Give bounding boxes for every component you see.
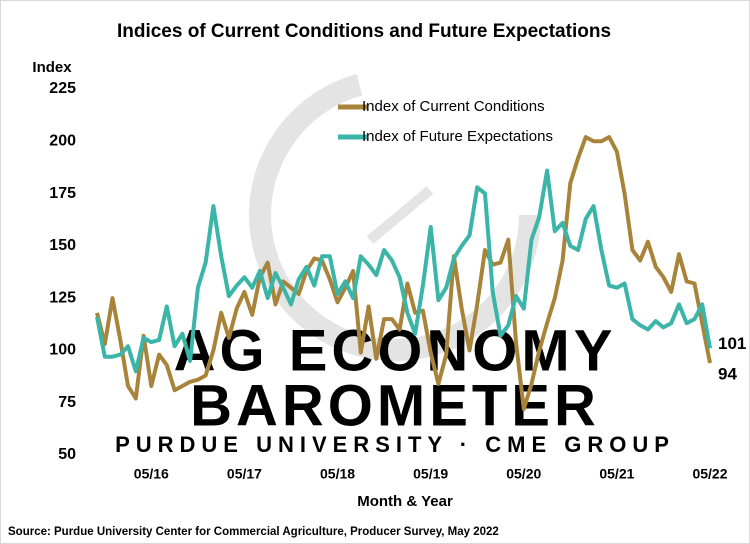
watermark-needle bbox=[366, 186, 434, 244]
y-tick-label: 50 bbox=[58, 446, 76, 463]
y-tick-label: 125 bbox=[49, 289, 76, 306]
watermark-text: BAROMETER bbox=[190, 373, 600, 438]
x-tick-label: 05/20 bbox=[506, 466, 541, 482]
series-line bbox=[95, 135, 712, 411]
legend-label: Index of Future Expectations bbox=[362, 128, 553, 145]
y-tick-label: 175 bbox=[49, 185, 76, 202]
x-tick-label: 05/22 bbox=[692, 466, 727, 482]
x-tick-label: 05/18 bbox=[320, 466, 355, 482]
x-axis-label: Month & Year bbox=[357, 493, 453, 510]
x-tick-label: 05/21 bbox=[599, 466, 634, 482]
y-axis-label: Index bbox=[32, 59, 72, 76]
watermark-gauge bbox=[249, 69, 541, 361]
y-tick-label: 75 bbox=[58, 394, 76, 411]
chart-title: Indices of Current Conditions and Future… bbox=[117, 21, 611, 42]
x-tick-label: 05/16 bbox=[134, 466, 169, 482]
y-tick-label: 100 bbox=[49, 342, 76, 359]
end-value-label: 94 bbox=[718, 364, 737, 383]
y-tick-label: 225 bbox=[49, 80, 76, 97]
end-value-label: 101 bbox=[718, 334, 746, 353]
series-line bbox=[95, 168, 712, 374]
x-tick-label: 05/19 bbox=[413, 466, 448, 482]
legend-label: Index of Current Conditions bbox=[362, 98, 545, 115]
y-tick-label: 200 bbox=[49, 133, 76, 150]
y-tick-label: 150 bbox=[49, 237, 76, 254]
source-note: Source: Purdue University Center for Com… bbox=[8, 526, 499, 538]
watermark-text: PURDUE UNIVERSITY · CME GROUP bbox=[115, 432, 675, 457]
x-tick-label: 05/17 bbox=[227, 466, 262, 482]
